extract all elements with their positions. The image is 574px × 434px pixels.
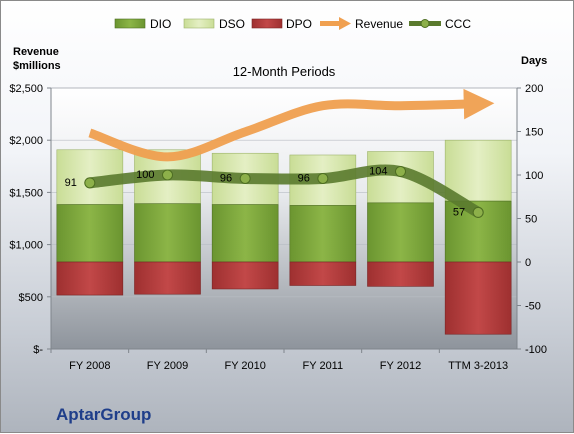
legend-label-ccc: CCC: [445, 17, 471, 31]
legend-swatch-dio: [114, 18, 146, 29]
ccc-data-label-2: 96: [220, 172, 232, 184]
x-tick-label-2: FY 2010: [224, 360, 265, 372]
left-tick-label-1: $500: [19, 292, 43, 304]
x-tick-label-5: TTM 3-2013: [448, 360, 508, 372]
revenue-series: [88, 88, 495, 162]
left-tick-label-0: $-: [33, 344, 43, 356]
ccc-line: [84, 164, 484, 218]
x-tick-label-3: FY 2011: [303, 360, 344, 372]
bar-dio-3: [289, 205, 357, 263]
axes: $- $500 $1,000 $1,500 $2,000 $2,500 -100 -50 0 50…: [9, 83, 547, 372]
right-tick-label-5: 150: [525, 127, 543, 139]
bar-dio-4: [367, 202, 434, 263]
left-tick-label-3: $1,500: [9, 187, 43, 199]
left-tick-label-4: $2,000: [9, 135, 43, 147]
bar-dso-5: [444, 139, 512, 202]
bar-dio-1: [134, 203, 201, 263]
legend-label-revenue: Revenue: [355, 17, 403, 31]
left-tick-label-5: $2,500: [9, 83, 43, 95]
left-tick-label-2: $1,000: [9, 240, 43, 252]
legend-swatch-dso: [183, 18, 215, 29]
revenue-line: [88, 88, 495, 162]
legend-label-dio: DIO: [150, 17, 171, 31]
bar-dpo-5: [444, 261, 512, 335]
right-tick-label-1: -50: [525, 301, 541, 313]
legend-swatch-dpo: [251, 18, 283, 29]
ccc-point-1: [162, 169, 173, 181]
ccc-data-label-1: 100: [136, 169, 154, 181]
ccc-point-3: [317, 172, 329, 184]
ccc-data-label-0: 91: [65, 177, 77, 189]
legend-swatch-ccc: [409, 19, 441, 28]
chart-title: 12-Month Periods: [233, 64, 336, 79]
bar-dio-0: [56, 204, 124, 263]
bar-dpo-4: [367, 261, 434, 287]
right-tick-label-6: 200: [525, 83, 543, 95]
legend-label-dso: DSO: [219, 17, 245, 31]
left-axis-title-line1: Revenue: [13, 46, 59, 58]
ccc-point-5: [472, 206, 484, 218]
right-axis-title: Days: [521, 55, 547, 67]
ccc-data-label-5: 57: [453, 206, 465, 218]
bar-dio-2: [211, 204, 279, 263]
right-tick-label-2: 0: [525, 257, 531, 269]
right-tick-label-3: 50: [525, 214, 537, 226]
company-name: AptarGroup: [56, 405, 152, 424]
legend: DIO DSO DPO Revenue CCC: [114, 17, 471, 31]
ccc-data-label-3: 96: [298, 172, 310, 184]
bar-dpo-1: [134, 261, 201, 295]
x-tick-label-1: FY 2009: [147, 360, 188, 372]
x-tick-label-0: FY 2008: [69, 360, 110, 372]
ccc-series: 91 100 96 96 104 57: [65, 164, 484, 218]
ccc-point-2: [239, 172, 251, 184]
x-tick-label-4: FY 2012: [380, 360, 421, 372]
legend-swatch-revenue: [320, 17, 351, 30]
bar-dpo-3: [289, 261, 357, 286]
ccc-point-4: [395, 166, 406, 178]
ccc-point-0: [84, 177, 96, 189]
right-tick-label-0: -100: [525, 344, 547, 356]
bar-dpo-2: [211, 261, 279, 290]
legend-label-dpo: DPO: [286, 17, 312, 31]
right-tick-label-4: 100: [525, 170, 543, 182]
left-axis-title-line2: $millions: [13, 60, 61, 72]
bar-dpo-0: [56, 261, 124, 296]
ccc-data-label-4: 104: [369, 166, 387, 178]
